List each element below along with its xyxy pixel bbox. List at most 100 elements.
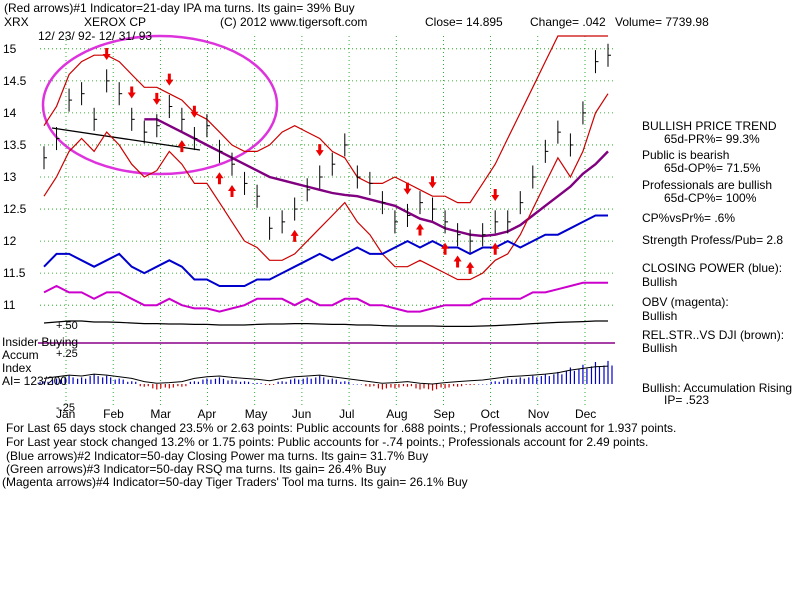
accum-bar — [147, 384, 149, 387]
buy-arrow — [290, 229, 299, 242]
accum-bar — [222, 378, 225, 384]
accum-bar — [486, 384, 488, 385]
accum-bar — [260, 383, 262, 384]
accum-bar — [377, 384, 379, 389]
change-value: Change= .042 — [530, 15, 606, 29]
accum-bar — [306, 377, 308, 384]
accum-bar — [197, 381, 199, 384]
accum-bar — [532, 375, 534, 384]
sidebar-relstr: REL.STR..VS DJI (brown): — [642, 328, 785, 342]
accum-bar — [611, 365, 613, 384]
accum-bar — [469, 384, 471, 386]
accum-bar — [131, 381, 133, 384]
accum-label: Accum — [2, 348, 39, 362]
accum-bar — [423, 384, 425, 389]
accum-bar — [344, 381, 346, 384]
x-axis-labels: Jan Feb Mar Apr May Jun Jul Aug Sep Oct Nov Dec — [56, 407, 596, 421]
y-tick-label: 12.5 — [3, 202, 27, 216]
accum-bar — [607, 360, 609, 384]
accum-bar — [55, 378, 58, 384]
accum-bar — [47, 381, 49, 384]
index-label: Index — [2, 361, 32, 375]
accum-bar — [507, 378, 509, 384]
accum-bar — [398, 384, 400, 388]
date-range: 12/ 23/ 92- 12/ 31/ 93 — [38, 29, 153, 43]
accum-bar — [461, 384, 463, 387]
sell-arrow — [315, 144, 324, 157]
insider-buying-label: Insider Buying — [2, 335, 79, 349]
footer-line-year: For Last year stock changed 13.2% or 1.7… — [6, 435, 649, 449]
accum-bar — [235, 380, 237, 384]
y-tick-label: 11.5 — [3, 266, 26, 280]
accumulation-histogram — [39, 360, 613, 391]
accum-bar — [528, 377, 530, 384]
accum-bar — [319, 375, 321, 384]
accum-bar — [478, 384, 480, 385]
accum-bar — [160, 384, 162, 389]
accum-bar — [503, 379, 505, 384]
accum-bar — [152, 384, 154, 389]
sidebar-strength: Strength Profess/Pub= 2.8 — [642, 233, 784, 247]
accum-bar — [444, 384, 446, 389]
x-tick-label: Mar — [150, 407, 171, 421]
copyright: (C) 2012 www.tigersoft.com — [220, 15, 368, 29]
tick-plus-50: +.50 — [56, 320, 78, 332]
accum-bar — [494, 381, 496, 384]
buy-arrow — [228, 185, 236, 198]
trendline — [51, 127, 201, 151]
sidebar-closing-power: CLOSING POWER (blue): — [642, 261, 783, 275]
accum-bar — [277, 381, 279, 384]
accum-bar — [385, 384, 387, 389]
accum-bar — [39, 381, 41, 384]
close-value: Close= 14.895 — [425, 15, 503, 29]
series-line — [43, 35, 608, 204]
accum-bar — [110, 377, 112, 384]
series-line — [43, 320, 608, 327]
sidebar-public: Public is bearish — [642, 148, 730, 162]
accum-bar — [498, 381, 500, 384]
accum-bar — [122, 379, 124, 384]
accum-bar — [247, 381, 250, 384]
accum-bar — [294, 378, 296, 384]
accum-bar — [290, 379, 292, 384]
footer-line-green: (Green arrows)#3 Indicator=50-day RSQ ma… — [6, 462, 387, 476]
accum-bar — [227, 380, 229, 384]
accum-bar — [465, 384, 467, 385]
accum-bar — [561, 374, 563, 384]
accum-bar — [281, 381, 283, 384]
accum-bar — [394, 384, 396, 389]
symbol-label: XRX — [4, 15, 29, 29]
accum-bar — [594, 362, 597, 384]
buy-arrow — [491, 242, 500, 255]
accum-bar — [427, 384, 430, 390]
company-name: XEROX CP — [84, 15, 147, 29]
sell-arrow — [102, 48, 111, 61]
accum-bar — [548, 376, 550, 384]
buy-arrow — [441, 242, 450, 255]
accum-bar — [440, 384, 442, 388]
x-tick-label: Feb — [103, 407, 124, 421]
buy-arrow — [215, 172, 224, 185]
sell-arrow — [165, 73, 174, 86]
accum-bar — [557, 371, 559, 384]
tick-minus-25: -.25 — [56, 402, 75, 414]
pattern-highlight-ellipse — [41, 34, 279, 176]
accum-bar — [127, 381, 129, 384]
accum-bar — [273, 384, 275, 385]
accum-bar — [206, 378, 208, 384]
accum-bar — [72, 377, 74, 384]
accum-bar — [172, 384, 174, 388]
footer-line-blue: (Blue arrows)#2 Indicator=50-day Closing… — [6, 449, 429, 463]
accum-bar — [511, 379, 513, 384]
accum-bar — [373, 384, 375, 387]
accum-bar — [327, 379, 329, 384]
accum-bar — [352, 384, 354, 385]
sidebar-pr: 65d-PR%= 99.3% — [664, 132, 760, 146]
accum-bar — [565, 370, 567, 384]
accum-bar — [335, 379, 337, 384]
accum-bar — [265, 384, 267, 385]
accum-bar — [348, 381, 350, 384]
accum-bar — [202, 379, 204, 384]
sidebar-cp: 65d-CP%= 100% — [664, 191, 757, 205]
